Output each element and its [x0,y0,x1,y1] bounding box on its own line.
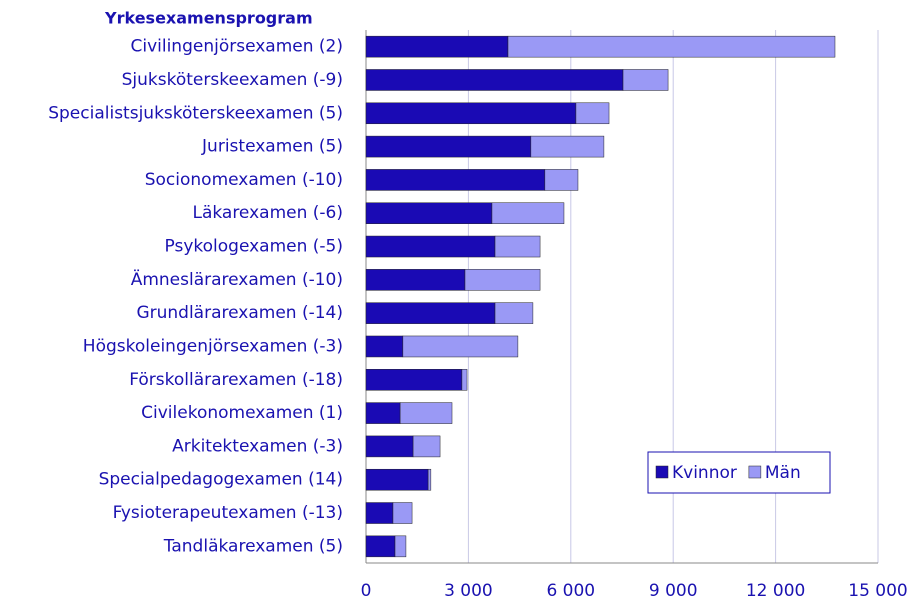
bar [365,35,509,58]
bar [544,169,579,191]
bar [464,269,541,291]
bar [575,102,610,125]
bar [365,202,493,224]
bar [402,335,519,358]
y-tick-label: Tandläkarexamen (5) [163,536,343,556]
bar [394,535,407,558]
y-tick-label: Psykologexamen (-5) [165,237,343,257]
bar [365,102,577,125]
legend-label: Män [765,463,801,483]
bar [365,402,401,424]
bar [365,369,463,391]
bar [427,468,432,491]
y-tick-label: Högskoleingenjörsexamen (-3) [83,336,343,356]
y-tick-label: Grundlärarexamen (-14) [136,303,343,323]
bar [494,235,541,258]
bar [507,35,836,58]
bar [530,135,605,158]
bar [461,369,468,391]
legend-swatch [748,465,762,479]
bar [494,302,534,324]
x-tick-label: 15 000 [848,581,907,598]
bar [365,135,532,158]
legend-label: Kvinnor [672,463,737,483]
x-tick-label: 3 000 [444,581,493,598]
bar [365,535,396,558]
bar [365,502,394,524]
y-tick-label: Fysioterapeutexamen (-13) [113,503,343,523]
y-tick-label: Specialistsjuksköterskeexamen (5) [48,103,343,123]
y-tick-label: Juristexamen (5) [201,137,343,157]
x-tick-label: 9 000 [649,581,698,598]
y-tick-label: Civilekonomexamen (1) [141,403,343,423]
bar [365,235,496,258]
legend-swatch [655,465,669,479]
x-tick-label: 12 000 [746,581,805,598]
bar [365,269,466,291]
bar [412,435,441,458]
y-tick-label: Sjuksköterskeexamen (-9) [122,70,343,90]
y-tick-label: Civilingenjörsexamen (2) [130,37,343,57]
y-tick-label: Arkitektexamen (-3) [172,436,343,456]
chart-title: Yrkesexamensprogram [104,9,313,28]
bar [365,69,624,91]
bar [622,69,669,91]
bar [399,402,453,424]
bar [491,202,565,224]
legend-box [647,451,831,494]
y-tick-label: Läkarexamen (-6) [192,203,343,223]
bar [365,435,414,458]
bar [365,169,546,191]
bar [392,502,413,524]
bar [365,302,496,324]
y-tick-label: Ämneslärarexamen (-10) [131,269,343,290]
y-tick-label: Socionomexamen (-10) [145,170,343,190]
x-tick-label: 0 [361,581,372,598]
bar [365,468,429,491]
y-tick-label: Förskollärarexamen (-18) [129,370,343,390]
x-tick-label: 6 000 [546,581,595,598]
y-tick-label: Specialpedagogexamen (14) [99,470,343,490]
bar [365,335,404,358]
